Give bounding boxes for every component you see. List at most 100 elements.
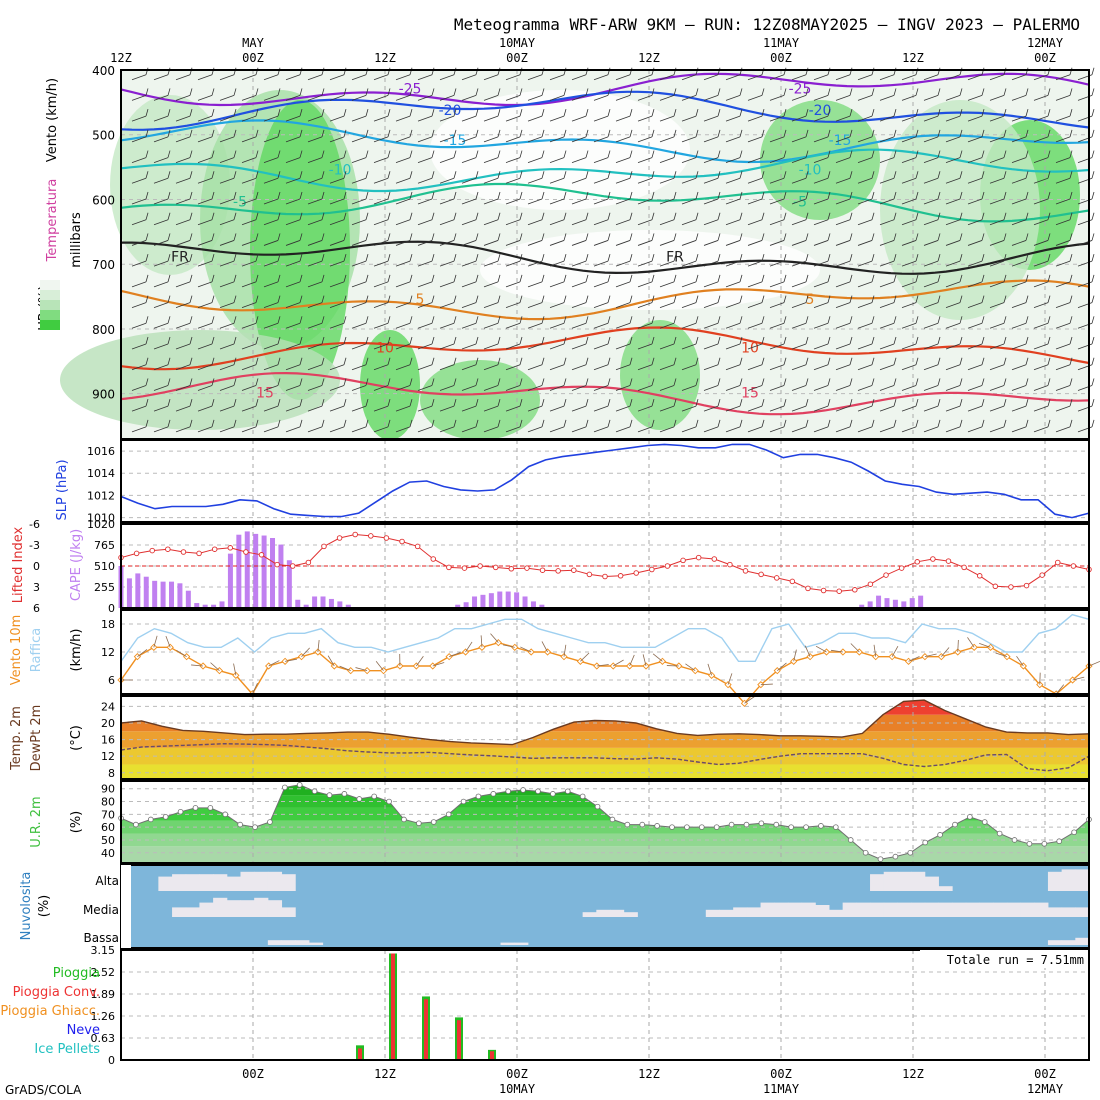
wind-barb-staff [417, 115, 433, 122]
wind-barb-staff [1033, 177, 1049, 184]
wind-barb-staff [967, 426, 983, 433]
li-point [820, 587, 827, 594]
wind-barb-flag [1091, 171, 1095, 179]
wind-barb [791, 274, 809, 288]
wind-barb-flag [717, 191, 721, 200]
wind-barb-flag [365, 316, 369, 324]
wind-barb-flag [915, 129, 919, 137]
wind-barb-flag [211, 129, 215, 137]
wind-barb-flag [365, 171, 369, 179]
wind-barb-staff [417, 240, 433, 246]
wind-barb [857, 212, 875, 226]
wind-barb [681, 357, 699, 371]
wind-barb-staff [351, 343, 367, 350]
wind-barb [505, 295, 523, 308]
wind-barb-flag [585, 150, 589, 158]
wind-barb [747, 378, 765, 391]
wind-barb [285, 274, 303, 288]
rh-point [133, 821, 139, 828]
wind-barb [439, 254, 457, 267]
wind-barb-staff [945, 426, 961, 433]
rh-point [1071, 829, 1077, 836]
wind-barb-staff [571, 364, 587, 371]
wind-barb [835, 357, 853, 371]
wind-arrow [327, 655, 335, 667]
conv-rain-bar [457, 1020, 461, 1060]
wind-barb [505, 191, 523, 205]
wind-barb-flag [519, 67, 523, 75]
wind-barb-staff [505, 322, 521, 329]
wind-barb-flag [541, 67, 545, 75]
wind-barb-flag [563, 129, 567, 137]
bottom-axis-date: 10MAY [499, 1082, 536, 1096]
wind-barb-staff [439, 136, 455, 143]
wind-barb-staff [813, 198, 829, 205]
wind-barb-staff [219, 322, 235, 329]
wind-barb-staff [725, 281, 741, 288]
wind-barb [747, 109, 765, 122]
wind-barb-staff [197, 426, 213, 433]
wind-barb-staff [769, 426, 785, 433]
cloud-cover-bar [705, 909, 720, 917]
wind-barb-flag [519, 212, 523, 220]
wind-barb-flag [475, 109, 479, 117]
wind-barb [153, 233, 171, 246]
wind-barb-flag [1003, 109, 1007, 117]
wind-barb-flag [211, 419, 215, 427]
wind-barb-staff [153, 95, 169, 101]
wind-barb [593, 295, 611, 308]
wind-barb-staff [307, 281, 323, 288]
rh-point [818, 823, 824, 829]
wind-barb-staff [241, 240, 257, 246]
wind-barb [813, 336, 831, 350]
wind-barb [417, 88, 435, 101]
wind-barb-staff [747, 74, 763, 81]
wind-barb-flag [475, 274, 479, 282]
wind-barb [131, 233, 149, 246]
cape-bar [152, 580, 158, 608]
wind-barb-flag [937, 109, 941, 117]
wind-barb [593, 274, 611, 288]
wind-barb-flag [981, 150, 985, 158]
wind-barb-flag [915, 336, 919, 345]
wind-barb-staff [549, 136, 565, 143]
wind-barb-staff [989, 136, 1005, 143]
wind-barb-flag [1003, 399, 1007, 407]
wind-barb-staff [241, 405, 257, 412]
wind-barb [175, 295, 193, 308]
wind-barb [571, 212, 589, 226]
wind-barb-staff [329, 115, 345, 122]
wind-barb [1033, 378, 1051, 391]
wind-barb-staff [703, 322, 719, 329]
wind-barb-flag [893, 274, 897, 282]
wind-barb [835, 295, 853, 308]
wind-barb [395, 399, 413, 412]
wind-barb-flag [409, 150, 413, 158]
wind-barb-staff [923, 74, 939, 81]
wind-barb [527, 316, 545, 329]
wind-barb-staff [813, 343, 829, 350]
wind-barb-staff [967, 136, 983, 143]
wind-barb-flag [607, 129, 611, 137]
wind-barb [197, 233, 215, 246]
wind-barb-staff [373, 343, 389, 350]
wind-barb-flag [563, 150, 567, 158]
wind-barb-staff [153, 260, 169, 267]
wind-barb-staff [241, 157, 257, 163]
wind-barb-staff [373, 74, 389, 81]
wind-barb-staff [659, 136, 675, 143]
wind-barb [879, 316, 897, 329]
wind-barb-staff [351, 136, 367, 143]
wind-barb-staff [219, 260, 235, 267]
cape-bar [472, 596, 478, 608]
wind-barb-staff [989, 260, 1005, 267]
wind-barb-staff [263, 385, 279, 391]
wind-barb [1055, 295, 1073, 308]
wind-barb-staff [131, 322, 147, 329]
wind-barb [1055, 233, 1073, 246]
wind-barb-flag [497, 150, 501, 158]
wind-barb [175, 67, 193, 81]
wind-barb [1011, 67, 1029, 81]
wind-barb-flag [1047, 212, 1051, 220]
wind-barb-staff [901, 136, 917, 143]
